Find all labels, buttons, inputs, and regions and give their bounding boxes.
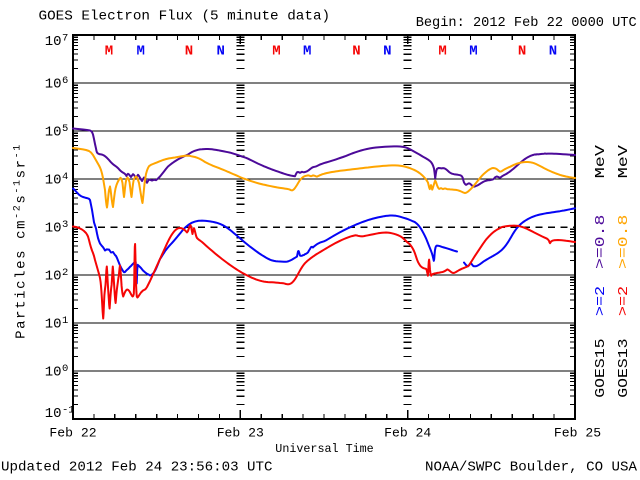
svg-text:GOES13: GOES13: [616, 339, 632, 398]
svg-text:M: M: [272, 44, 280, 60]
svg-text:5: 5: [62, 123, 68, 135]
svg-text:M: M: [105, 44, 113, 60]
svg-text:MeV: MeV: [593, 144, 609, 178]
svg-text:Feb 25: Feb 25: [554, 426, 601, 441]
svg-text:MeV: MeV: [616, 144, 632, 178]
svg-text:Particles cm-2s-1sr-1: Particles cm-2s-1sr-1: [13, 143, 30, 339]
svg-text:10: 10: [45, 269, 62, 285]
svg-text:N: N: [185, 44, 193, 60]
svg-text:1: 1: [62, 315, 68, 327]
svg-text:M: M: [303, 44, 311, 60]
svg-text:7: 7: [62, 32, 68, 44]
svg-text:Begin: 2012 Feb 22 0000 UTC: Begin: 2012 Feb 22 0000 UTC: [416, 15, 637, 31]
svg-text:10: 10: [45, 77, 62, 93]
svg-text:>=2: >=2: [616, 286, 632, 316]
svg-text:10: 10: [45, 173, 62, 189]
svg-text:N: N: [216, 44, 224, 60]
svg-text:Feb 23: Feb 23: [217, 426, 264, 441]
svg-text:M: M: [136, 44, 144, 60]
svg-text:Feb 24: Feb 24: [384, 426, 431, 441]
svg-text:N: N: [518, 44, 526, 60]
svg-text:3: 3: [62, 219, 68, 231]
svg-text:-1: -1: [62, 404, 75, 416]
svg-text:10: 10: [45, 365, 62, 381]
svg-text:Feb 22: Feb 22: [49, 426, 96, 441]
svg-text:N: N: [549, 44, 557, 60]
svg-text:2: 2: [62, 267, 68, 279]
svg-text:10: 10: [45, 125, 62, 141]
svg-text:GOES Electron Flux (5 minute d: GOES Electron Flux (5 minute data): [39, 9, 331, 25]
svg-text:10: 10: [45, 221, 62, 237]
svg-text:M: M: [469, 44, 477, 60]
svg-text:Universal Time: Universal Time: [275, 442, 373, 456]
svg-text:10: 10: [45, 406, 62, 422]
svg-text:6: 6: [62, 75, 68, 87]
svg-text:0: 0: [62, 363, 68, 375]
svg-text:4: 4: [62, 171, 68, 183]
svg-text:>=0.8: >=0.8: [616, 215, 632, 269]
svg-text:>=2: >=2: [593, 286, 609, 316]
svg-text:Updated 2012 Feb 24 23:56:03 U: Updated 2012 Feb 24 23:56:03 UTC: [1, 460, 273, 476]
svg-text:GOES15: GOES15: [593, 339, 609, 398]
svg-text:N: N: [383, 44, 391, 60]
svg-text:NOAA/SWPC Boulder, CO USA: NOAA/SWPC Boulder, CO USA: [425, 460, 638, 476]
svg-text:M: M: [438, 44, 446, 60]
svg-text:N: N: [352, 44, 360, 60]
svg-text:>=0.8: >=0.8: [593, 215, 609, 269]
svg-text:10: 10: [45, 34, 62, 50]
svg-text:10: 10: [45, 317, 62, 333]
